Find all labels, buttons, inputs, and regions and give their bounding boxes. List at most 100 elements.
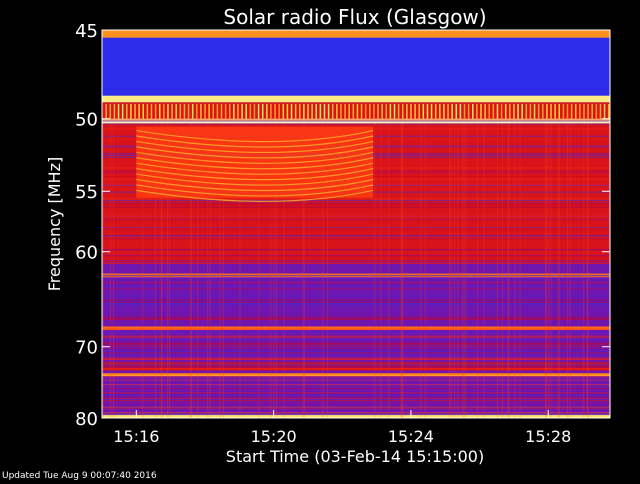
noise-column	[583, 123, 585, 419]
radio-burst	[136, 126, 374, 202]
noise-streak	[102, 379, 610, 381]
noise-streak	[102, 368, 610, 370]
spike	[410, 104, 412, 119]
spike	[229, 104, 231, 119]
noise-streak	[102, 282, 610, 284]
spike	[233, 104, 235, 119]
noise-streak	[102, 407, 610, 409]
spike	[484, 104, 486, 119]
noise-streak	[102, 330, 610, 332]
noise-streak	[102, 218, 610, 220]
noise-streak	[102, 275, 610, 277]
y-tick-label: 45	[75, 21, 98, 42]
noise-column	[167, 123, 169, 419]
noise-column	[501, 123, 503, 419]
spike	[463, 104, 466, 119]
spike	[369, 104, 371, 119]
noise-column	[424, 123, 426, 419]
spike	[570, 104, 573, 119]
noise-column	[209, 123, 211, 419]
noise-column	[450, 123, 452, 419]
burst-arc	[136, 178, 374, 192]
spike	[274, 104, 276, 119]
spike	[282, 104, 285, 119]
spike	[397, 104, 400, 119]
updated-timestamp: Updated Tue Aug 9 00:07:40 2016	[2, 471, 157, 480]
noise-streak	[102, 254, 610, 256]
y-tick-label: 50	[75, 110, 98, 131]
noise-streak	[102, 363, 610, 365]
spike	[150, 104, 153, 119]
noise-streak	[102, 262, 610, 264]
spike	[451, 104, 453, 119]
spike	[546, 104, 548, 119]
noise-column	[453, 123, 455, 419]
spike	[377, 104, 379, 119]
spike	[599, 104, 602, 119]
spike	[443, 104, 445, 119]
noise-streak	[102, 391, 610, 393]
spike	[249, 104, 252, 119]
noise-streak	[102, 335, 610, 337]
noise-streak	[102, 238, 610, 240]
noise-column	[112, 123, 114, 419]
noise-streak	[102, 392, 610, 394]
noise-column	[222, 123, 224, 419]
spike	[303, 104, 305, 119]
spike	[509, 104, 511, 119]
noise-column	[160, 123, 162, 419]
noise-streak	[102, 342, 610, 344]
spike	[196, 104, 198, 119]
noise-streak	[102, 323, 610, 325]
spike	[406, 104, 408, 119]
spike	[373, 104, 375, 119]
noise-column	[483, 123, 485, 419]
noise-streak	[102, 235, 610, 237]
noise-column	[239, 123, 241, 419]
spike	[504, 104, 507, 119]
x-axis-label: Start Time (03-Feb-14 15:15:00)	[226, 447, 484, 466]
noise-streak	[102, 412, 610, 414]
noise-streak	[102, 198, 610, 200]
burst-arc	[136, 162, 374, 175]
noise-column	[507, 123, 509, 419]
spike	[191, 104, 194, 119]
spike	[480, 104, 482, 119]
noise-streak	[102, 301, 610, 303]
spike	[286, 104, 289, 119]
noise-streak	[102, 318, 610, 320]
noise-column	[420, 123, 422, 419]
spike	[121, 104, 124, 119]
noise-streak	[102, 304, 610, 306]
spike	[434, 104, 437, 119]
spike	[389, 104, 392, 119]
noise-column	[258, 123, 260, 419]
spike	[364, 104, 367, 119]
y-tick-label: 55	[75, 182, 98, 203]
spike	[587, 104, 589, 119]
spike	[126, 104, 128, 119]
spike	[212, 104, 215, 119]
noise-streak	[102, 203, 610, 205]
spike	[340, 104, 342, 119]
spike	[224, 104, 227, 119]
spike	[430, 104, 433, 119]
noise-streak	[102, 215, 610, 217]
noise-streak	[102, 272, 610, 274]
spike	[327, 104, 330, 119]
spike	[167, 104, 169, 119]
frequency-band	[102, 326, 610, 330]
spike	[307, 104, 309, 119]
noise-column	[567, 123, 569, 419]
noise-column	[273, 123, 275, 419]
noise-column	[587, 123, 589, 419]
noise-column	[388, 123, 390, 419]
spike	[175, 104, 177, 119]
spike	[496, 104, 499, 119]
noise-column	[303, 123, 305, 419]
burst-arc	[136, 140, 374, 154]
spike	[142, 104, 145, 119]
noise-streak	[102, 118, 610, 120]
spike	[488, 104, 490, 119]
noise-streak	[102, 249, 610, 251]
